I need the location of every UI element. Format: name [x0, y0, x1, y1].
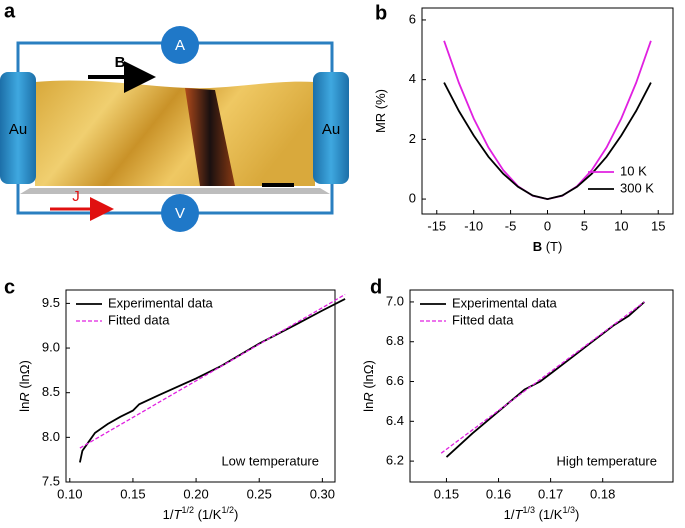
electrode-label: Au [9, 121, 27, 138]
y-tick-label: 8.5 [42, 384, 60, 399]
axis-label-part: ) [234, 507, 238, 522]
y-tick-label: 0 [409, 191, 416, 206]
x-tick-label: 0.30 [310, 486, 335, 501]
annotation: High temperature [557, 453, 657, 468]
axis-label-part: 1/2 [181, 505, 194, 515]
axis-label-part: (lnΩ) [361, 360, 376, 392]
y-tick-label: 6 [409, 11, 416, 26]
current-label: J [72, 188, 80, 205]
data-line [443, 82, 652, 201]
sample [35, 80, 315, 186]
x-tick-label: 0.20 [183, 486, 208, 501]
scale-bar [262, 183, 294, 187]
axis-label: 1/T1/2 (1/K1/2) [163, 505, 239, 522]
y-tick-label: 2 [409, 131, 416, 146]
x-tick-label: 0.15 [120, 486, 145, 501]
data-line [79, 293, 346, 449]
legend-label: Fitted data [452, 312, 514, 327]
x-tick-label: 0.15 [434, 486, 459, 501]
axis-label-part: (1/K [194, 507, 222, 522]
x-tick-label: 0.10 [57, 486, 82, 501]
plot-frame [409, 289, 674, 483]
axis-label-part: ln [17, 402, 32, 412]
y-tick-label: 8.0 [42, 429, 60, 444]
x-tick-label: 15 [651, 218, 665, 233]
y-tick-label: 9.5 [42, 295, 60, 310]
axis-label-part: ln [361, 402, 376, 412]
electrode [313, 72, 349, 184]
y-tick-label: 6.2 [386, 453, 404, 468]
x-tick-label: -10 [464, 218, 483, 233]
x-tick-label: -15 [427, 218, 446, 233]
axis-label-part: 1/2 [221, 505, 234, 515]
axis-label-part: 1/ [163, 507, 174, 522]
axis-label-part: 1/ [504, 507, 515, 522]
panel-label: c [4, 276, 15, 298]
axis-label-part: MR (%) [373, 89, 388, 133]
plot-frame [65, 289, 336, 483]
electrode-label: Au [322, 121, 340, 138]
x-tick-label: 10 [614, 218, 628, 233]
y-tick-label: 6.8 [386, 333, 404, 348]
legend-label: Fitted data [108, 312, 170, 327]
y-tick-label: 6.4 [386, 413, 404, 428]
axis-label-part: ) [575, 507, 579, 522]
legend-label: Experimental data [452, 295, 558, 310]
axis-label: lnR (lnΩ) [17, 360, 32, 412]
axis-label-part: B [533, 239, 542, 254]
x-tick-label: 0 [544, 218, 551, 233]
electrode [0, 72, 36, 184]
wrinkle [185, 88, 235, 186]
annotation: Low temperature [221, 453, 319, 468]
y-tick-label: 4 [409, 71, 416, 86]
x-tick-label: 0.18 [590, 486, 615, 501]
axis-label-part: T [515, 507, 524, 522]
panel-label: d [370, 276, 382, 298]
x-tick-label: 5 [581, 218, 588, 233]
y-tick-label: 6.6 [386, 373, 404, 388]
voltmeter [161, 194, 199, 232]
axis-label-part: T [174, 507, 183, 522]
axis-label: MR (%) [373, 89, 388, 133]
x-tick-label: 0.16 [486, 486, 511, 501]
axis-label-part: (T) [542, 239, 562, 254]
axis-label-part: (lnΩ) [17, 360, 32, 392]
x-tick-label: -5 [505, 218, 517, 233]
panel-label: b [375, 2, 387, 24]
data-line [79, 298, 346, 463]
y-tick-label: 7.5 [42, 473, 60, 488]
voltmeter-label: V [175, 205, 185, 222]
y-tick-label: 9.0 [42, 339, 60, 354]
axis-label: B (T) [533, 239, 563, 254]
substrate [20, 188, 330, 194]
axis-label-part: R [17, 392, 32, 401]
ammeter [161, 26, 199, 64]
x-tick-label: 0.17 [538, 486, 563, 501]
field-label: B [115, 54, 126, 71]
axis-label: 1/T1/3 (1/K1/3) [504, 505, 580, 522]
y-tick-label: 7.0 [386, 293, 404, 308]
data-line [440, 301, 645, 454]
axis-label-part: 1/3 [562, 505, 575, 515]
axis-label: lnR (lnΩ) [361, 360, 376, 412]
legend-label: 10 K [620, 163, 647, 178]
legend-label: Experimental data [108, 295, 214, 310]
legend-label: 300 K [620, 180, 654, 195]
x-tick-label: 0.25 [247, 486, 272, 501]
data-line [445, 301, 645, 458]
axis-label-part: R [361, 392, 376, 401]
ammeter-label: A [175, 37, 185, 54]
axis-label-part: (1/K [535, 507, 563, 522]
schematic: a Au Au A V B J [0, 0, 349, 232]
axis-label-part: 1/3 [522, 505, 535, 515]
panel-label: a [4, 0, 16, 22]
